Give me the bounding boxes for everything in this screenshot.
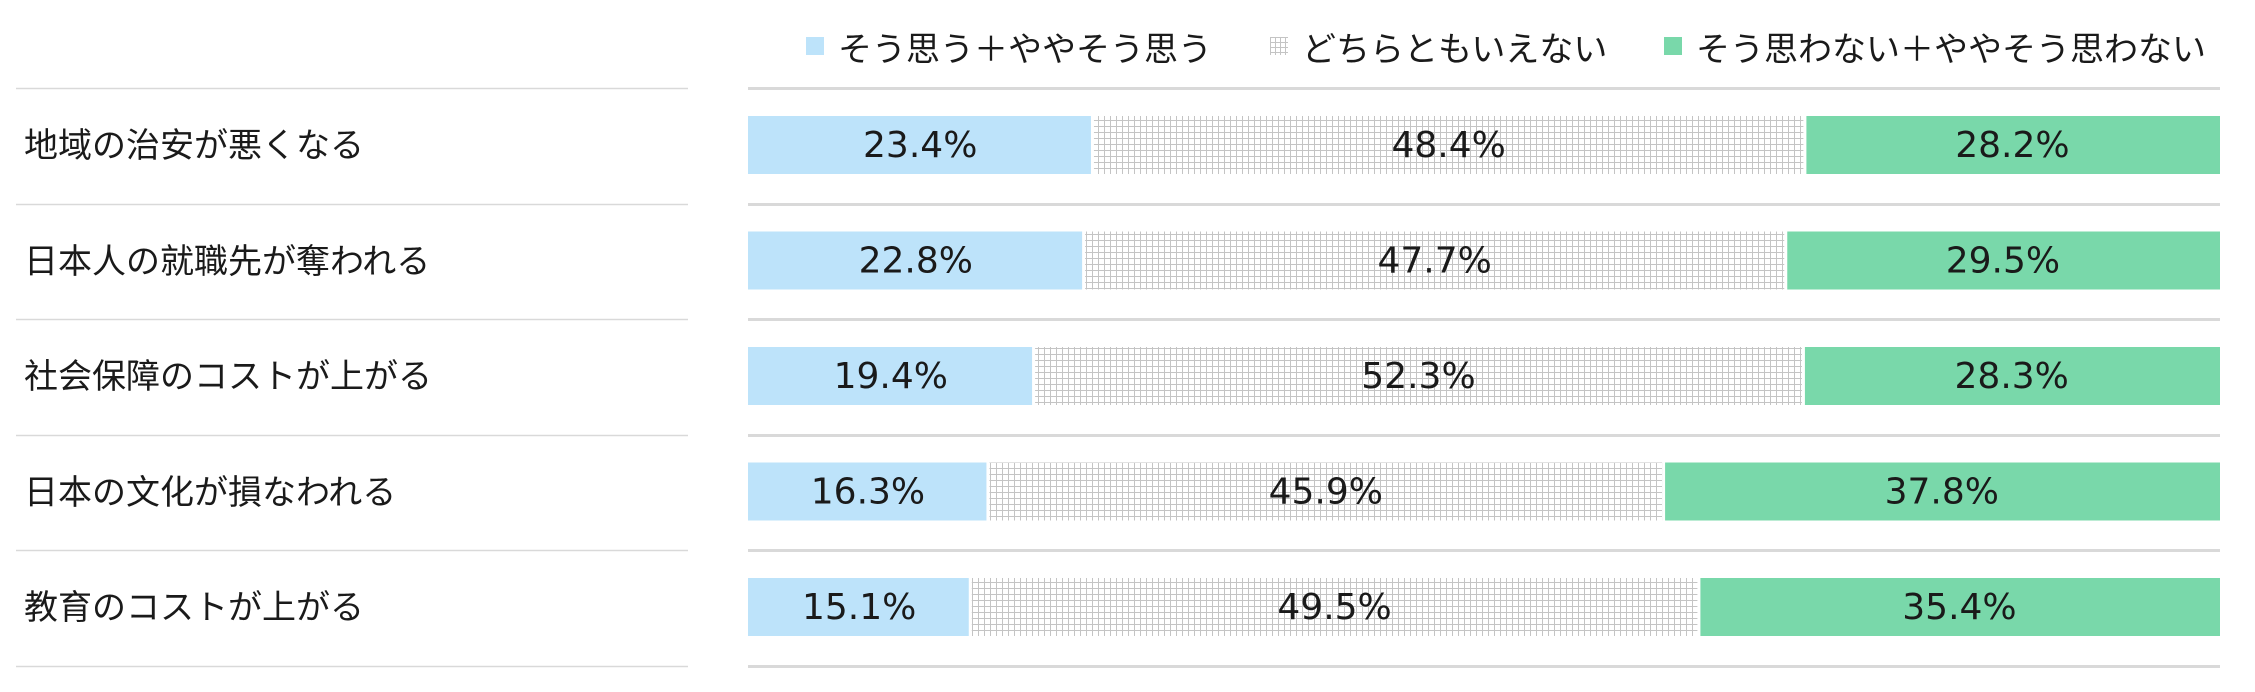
- value-label: 23.4%: [863, 125, 977, 166]
- category-label: 社会保障のコストが上がる: [24, 357, 432, 397]
- value-label: 48.4%: [1391, 125, 1505, 166]
- legend-item: そう思わない＋ややそう思わない: [1664, 22, 2206, 70]
- bar-segment: [1093, 116, 1804, 174]
- bar-segment: [971, 578, 1698, 636]
- value-label: 28.3%: [1955, 356, 2069, 397]
- value-label: 35.4%: [1902, 587, 2016, 628]
- legend-label: そう思う＋ややそう思う: [838, 29, 1212, 70]
- category-label: 地域の治安が悪くなる: [24, 126, 364, 166]
- row-separators: [16, 87, 2220, 668]
- category-label: 日本人の就職先が奪われる: [24, 241, 431, 282]
- bar-segment: [748, 578, 969, 636]
- legend-label: どちらともいえない: [1302, 29, 1608, 70]
- bar-segment: [748, 231, 1083, 290]
- bar-segment: [748, 462, 987, 521]
- value-label: 52.3%: [1361, 356, 1475, 397]
- value-label: 29.5%: [1946, 241, 2060, 282]
- bars: [748, 116, 2220, 636]
- value-label: 45.9%: [1269, 472, 1383, 513]
- value-label: 37.8%: [1885, 472, 1999, 513]
- legend-item: そう思う＋ややそう思う: [806, 22, 1212, 70]
- bar-segment: [1787, 231, 2220, 290]
- bar-segment: [748, 347, 1033, 405]
- category-label: 日本の文化が損なわれる: [24, 472, 397, 513]
- value-label: 19.4%: [834, 356, 948, 397]
- bar-segment: [1700, 578, 2220, 636]
- legend-label: そう思わない＋ややそう思わない: [1696, 29, 2206, 70]
- value-label: 28.2%: [1955, 125, 2069, 166]
- value-label: 22.8%: [859, 241, 973, 282]
- bar-segment: [1085, 231, 1785, 290]
- legend-swatch: [806, 37, 824, 55]
- bar-segment: [1806, 116, 2220, 174]
- legend-swatch: [1270, 37, 1288, 55]
- legend-swatch: [1664, 37, 1682, 55]
- category-label: 教育のコストが上がる: [24, 588, 364, 628]
- value-label: 16.3%: [811, 472, 925, 513]
- value-label: 47.7%: [1378, 241, 1492, 282]
- bar-segment: [989, 462, 1663, 521]
- value-labels: 23.4% 48.4% 28.2% 22.8% 47.7% 29.5% 19.4% 52.3%…: [802, 125, 2070, 628]
- bar-segment: [1035, 347, 1802, 405]
- value-label: 15.1%: [802, 587, 916, 628]
- legend-item: どちらともいえない: [1270, 22, 1607, 70]
- bar-segment: [1804, 347, 2220, 405]
- bar-segment: [748, 116, 1091, 174]
- bar-segment: [1665, 462, 2220, 521]
- value-label: 49.5%: [1277, 587, 1391, 628]
